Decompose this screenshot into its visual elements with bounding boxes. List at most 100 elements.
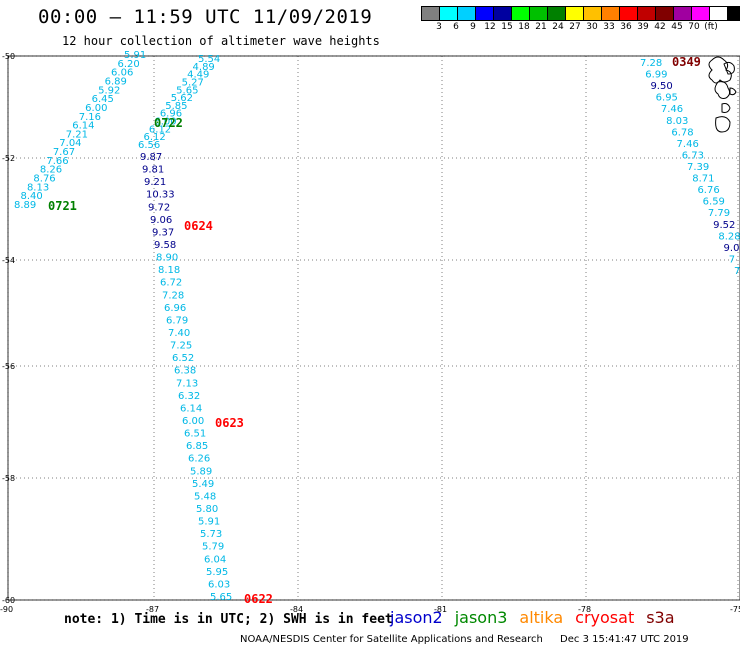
track-c-value: 9.72 bbox=[148, 202, 170, 213]
track-d-value: 9.52 bbox=[713, 220, 735, 231]
track-a-value: 8.26 bbox=[40, 165, 62, 176]
track-d-value: 9.0 bbox=[724, 243, 740, 254]
track-c-value: 8.18 bbox=[158, 265, 180, 276]
track-c-value: 5.65 bbox=[210, 592, 232, 603]
lon-label: -78 bbox=[578, 605, 591, 614]
track-a-value: 6.06 bbox=[111, 68, 133, 79]
track-d-value: 6.99 bbox=[645, 70, 667, 81]
track-c-value: 7.25 bbox=[170, 341, 192, 352]
footer-timestamp: Dec 3 15:41:47 UTC 2019 bbox=[560, 634, 689, 645]
color-legend bbox=[421, 6, 740, 21]
legend-label: (ft) bbox=[704, 22, 718, 32]
track-c-value: 6.85 bbox=[186, 441, 208, 452]
track-a-value: 6.00 bbox=[85, 103, 107, 114]
lon-label: -87 bbox=[146, 605, 159, 614]
lat-label: -56 bbox=[2, 362, 15, 371]
legend-swatch bbox=[727, 6, 740, 21]
track-d-value: 6.95 bbox=[656, 93, 678, 104]
track-d-value: 9.50 bbox=[650, 81, 672, 92]
track-b-value: 6.00 bbox=[154, 117, 176, 128]
track-c-value: 10.33 bbox=[146, 190, 175, 201]
map-frame bbox=[7, 55, 740, 601]
track-b-value: 5.54 bbox=[198, 54, 220, 65]
legend-label: 39 bbox=[637, 22, 649, 32]
satellite-jason2: jason2 bbox=[390, 608, 443, 627]
track-a-value: 6.20 bbox=[118, 59, 140, 70]
track-c-value: 7.28 bbox=[162, 290, 184, 301]
legend-label: 42 bbox=[654, 22, 666, 32]
track-time-label: 0623 bbox=[215, 416, 244, 430]
track-b-value: 5.65 bbox=[176, 85, 198, 96]
track-c-value: 9.58 bbox=[154, 240, 176, 251]
legend-label: 70 bbox=[688, 22, 700, 32]
track-c-value: 6.04 bbox=[204, 554, 226, 565]
legend-label: 27 bbox=[569, 22, 581, 32]
track-a-value: 8.40 bbox=[20, 191, 42, 202]
track-c-value: 9.06 bbox=[150, 215, 172, 226]
track-c-value: 9.81 bbox=[142, 165, 164, 176]
track-d-value: 8.03 bbox=[666, 116, 688, 127]
track-c-value: 5.89 bbox=[190, 466, 212, 477]
track-c-value: 6.32 bbox=[178, 391, 200, 402]
altimeter-tracks: 5.916.206.066.895.926.456.007.166.147.21… bbox=[14, 50, 740, 606]
satellite-altika: altika bbox=[519, 608, 564, 627]
track-time-label: 0624 bbox=[184, 219, 213, 233]
track-time-label: 0349 bbox=[672, 55, 701, 69]
track-b-value: 6.56 bbox=[138, 140, 160, 151]
track-d-value: 6.78 bbox=[671, 127, 693, 138]
track-b-value: 6.96 bbox=[160, 109, 182, 120]
track-c-value: 6.38 bbox=[174, 366, 196, 377]
lon-label: -75 bbox=[730, 605, 740, 614]
legend-label: 24 bbox=[552, 22, 564, 32]
lat-label: -60 bbox=[2, 596, 15, 605]
track-d-value: 7.39 bbox=[687, 162, 709, 173]
map-note: note: 1) Time is in UTC; 2) SWH is in fe… bbox=[64, 612, 393, 627]
satellite-s3a: s3a bbox=[646, 608, 675, 627]
track-c-value: 5.91 bbox=[198, 517, 220, 528]
track-b-value: 5.62 bbox=[171, 93, 193, 104]
track-c-value: 8.90 bbox=[156, 253, 178, 264]
track-b-value: 6.12 bbox=[149, 124, 171, 135]
satellite-jason3: jason3 bbox=[454, 608, 508, 627]
track-c-value: 5.79 bbox=[202, 542, 224, 553]
track-d-value: 7.46 bbox=[661, 104, 683, 115]
satellite-legend: jason2 jason3 altika cryosat s3a bbox=[390, 608, 687, 627]
track-c-value: 6.00 bbox=[182, 416, 204, 427]
track-time-label: 0721 bbox=[48, 199, 77, 213]
track-a-value: 7.66 bbox=[46, 156, 68, 167]
track-a-value: 6.89 bbox=[105, 76, 127, 87]
track-a-value: 7.67 bbox=[53, 147, 75, 158]
track-d-value: 7 bbox=[734, 266, 740, 277]
legend-label: 30 bbox=[586, 22, 598, 32]
track-a-value: 8.13 bbox=[27, 182, 49, 193]
track-c-value: 5.48 bbox=[194, 491, 216, 502]
track-c-value: 5.49 bbox=[192, 479, 214, 490]
track-d-value: 7.79 bbox=[708, 208, 730, 219]
track-c-value: 9.21 bbox=[144, 177, 166, 188]
legend-label: 45 bbox=[671, 22, 683, 32]
track-c-value: 5.95 bbox=[206, 567, 228, 578]
lon-label: -84 bbox=[290, 605, 303, 614]
legend-label: 9 bbox=[470, 22, 476, 32]
track-time-label: 0722 bbox=[154, 116, 183, 130]
track-d-value: 6.59 bbox=[703, 197, 725, 208]
lat-label: -58 bbox=[2, 474, 15, 483]
footer: NOAA/NESDIS Center for Satellite Applica… bbox=[240, 634, 703, 645]
track-a-value: 8.76 bbox=[33, 174, 55, 185]
track-a-value: 5.92 bbox=[98, 85, 120, 96]
track-c-value: 9.37 bbox=[152, 227, 174, 238]
track-c-value: 9.87 bbox=[140, 152, 162, 163]
lat-label: -54 bbox=[2, 256, 15, 265]
track-c-value: 6.72 bbox=[160, 278, 182, 289]
track-c-value: 6.51 bbox=[184, 429, 206, 440]
lat-label: -52 bbox=[2, 154, 15, 163]
track-b-value: 5.27 bbox=[182, 77, 204, 88]
track-d-value: 6.76 bbox=[697, 185, 719, 196]
map-subtitle: 12 hour collection of altimeter wave hei… bbox=[62, 34, 380, 48]
lat-lon-grid: -50 -52 -54 -56 -58 -60-90 -87 -84 -81 -78 -75 bbox=[0, 52, 740, 614]
track-c-value: 7.13 bbox=[176, 378, 198, 389]
lon-label: -90 bbox=[0, 605, 13, 614]
track-d-value: 8.28 bbox=[718, 231, 740, 242]
track-b-value: 4.89 bbox=[193, 62, 215, 73]
